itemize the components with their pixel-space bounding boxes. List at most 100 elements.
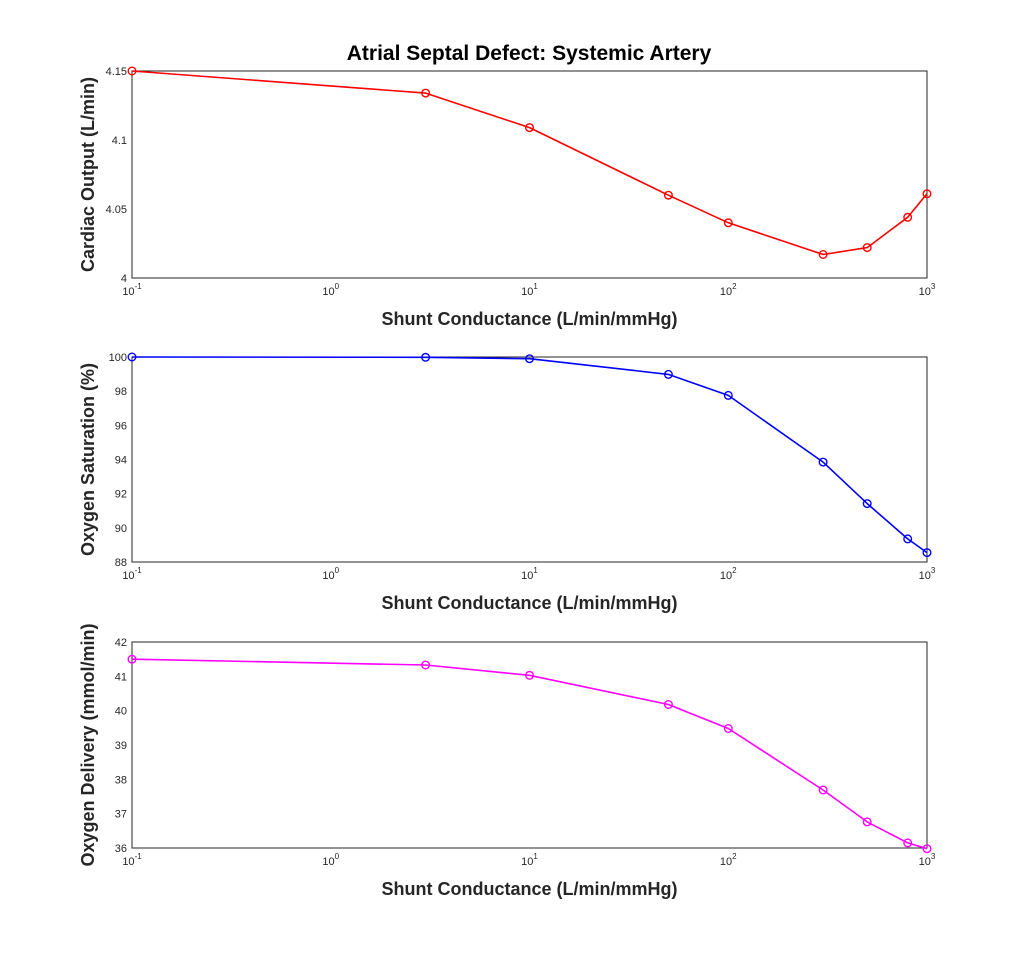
chart-title: Atrial Septal Defect: Systemic Artery (347, 42, 712, 65)
data-point (723, 390, 733, 400)
data-point (663, 369, 673, 379)
series-line (131, 356, 928, 554)
x-tick-label: 102 (720, 852, 737, 868)
x-tick-label: 100 (322, 852, 339, 868)
x-tick-label: 100 (322, 566, 339, 582)
x-tick-label-exponent: -1 (135, 566, 143, 575)
x-tick-label: 103 (919, 566, 936, 582)
data-point (818, 785, 828, 795)
data-point (903, 534, 913, 544)
x-tick-label: 103 (919, 282, 936, 298)
x-tick-label: 101 (521, 282, 538, 298)
x-tick-label-exponent: 2 (732, 282, 737, 291)
x-tick-label-exponent: 1 (533, 852, 538, 861)
x-tick-label-exponent: -1 (135, 852, 143, 861)
x-tick-label-base: 10 (521, 286, 533, 298)
y-tick-label: 4.05 (106, 204, 127, 216)
x-tick-label: 10-1 (122, 282, 142, 298)
x-tick-label: 102 (720, 282, 737, 298)
x-tick-label: 10-1 (122, 566, 142, 582)
y-tick-label: 94 (115, 455, 127, 467)
y-tick-label: 37 (115, 809, 127, 821)
x-tick-label-base: 10 (919, 856, 931, 868)
x-tick-label-base: 10 (720, 286, 732, 298)
data-point (663, 190, 673, 200)
x-tick-label-exponent: -1 (135, 282, 143, 291)
y-axis-label: Cardiac Output (L/min) (78, 77, 98, 272)
data-point (127, 352, 137, 362)
axes-box (131, 356, 928, 563)
y-tick-label: 40 (115, 706, 127, 718)
x-tick-label-exponent: 0 (335, 852, 340, 861)
x-tick-label-exponent: 3 (931, 566, 936, 575)
x-tick-label: 101 (521, 566, 538, 582)
data-point (903, 838, 913, 848)
y-tick-label: 88 (115, 557, 127, 569)
x-tick-label-exponent: 1 (533, 282, 538, 291)
x-tick-label-base: 10 (322, 570, 334, 582)
series-line (131, 70, 928, 256)
x-tick-label: 101 (521, 852, 538, 868)
data-point (421, 88, 431, 98)
x-axis-label: Shunt Conductance (L/min/mmHg) (382, 593, 678, 613)
x-tick-label-base: 10 (521, 570, 533, 582)
x-tick-label: 10-1 (122, 852, 142, 868)
y-tick-label: 92 (115, 489, 127, 501)
x-tick-label-base: 10 (919, 286, 931, 298)
y-tick-label: 36 (115, 843, 127, 855)
x-tick-label: 102 (720, 566, 737, 582)
y-tick-label: 42 (115, 637, 127, 649)
axes-box (131, 641, 928, 849)
x-tick-label-exponent: 1 (533, 566, 538, 575)
data-point (723, 218, 733, 228)
y-axis-label: Oxygen Saturation (%) (78, 363, 98, 556)
data-point (127, 654, 137, 664)
axes-box (131, 70, 928, 279)
y-tick-label: 96 (115, 420, 127, 432)
x-tick-label-base: 10 (322, 286, 334, 298)
x-tick-label-base: 10 (122, 856, 134, 868)
data-point (862, 499, 872, 509)
x-tick-label-base: 10 (521, 856, 533, 868)
data-point (421, 352, 431, 362)
y-tick-label: 4.1 (112, 135, 127, 147)
data-point (525, 670, 535, 680)
x-tick-label-base: 10 (720, 570, 732, 582)
data-point (922, 189, 932, 199)
data-point (862, 817, 872, 827)
series-line (131, 658, 928, 850)
data-point (525, 354, 535, 364)
data-point (723, 724, 733, 734)
x-tick-label-base: 10 (122, 570, 134, 582)
y-tick-label: 4.15 (106, 66, 127, 78)
data-point (663, 700, 673, 710)
y-tick-label: 38 (115, 774, 127, 786)
x-tick-label-base: 10 (919, 570, 931, 582)
x-tick-label-base: 10 (720, 856, 732, 868)
x-axis-label: Shunt Conductance (L/min/mmHg) (382, 309, 678, 329)
x-tick-label-exponent: 2 (732, 566, 737, 575)
x-axis-label: Shunt Conductance (L/min/mmHg) (382, 879, 678, 899)
x-tick-label-exponent: 3 (931, 852, 936, 861)
y-tick-label: 90 (115, 523, 127, 535)
x-tick-label-exponent: 3 (931, 282, 936, 291)
data-point (922, 548, 932, 558)
data-point (818, 457, 828, 467)
x-tick-label: 100 (322, 282, 339, 298)
x-tick-label-exponent: 2 (732, 852, 737, 861)
y-tick-label: 100 (109, 352, 127, 364)
data-point (922, 844, 932, 854)
y-tick-label: 4 (121, 273, 127, 285)
y-tick-label: 41 (115, 671, 127, 683)
data-point (903, 212, 913, 222)
y-axis-label: Oxygen Delivery (mmol/min) (78, 623, 98, 866)
y-tick-label: 39 (115, 740, 127, 752)
x-tick-label-exponent: 0 (335, 282, 340, 291)
x-tick-label: 103 (919, 852, 936, 868)
data-point (421, 660, 431, 670)
data-point (525, 123, 535, 133)
